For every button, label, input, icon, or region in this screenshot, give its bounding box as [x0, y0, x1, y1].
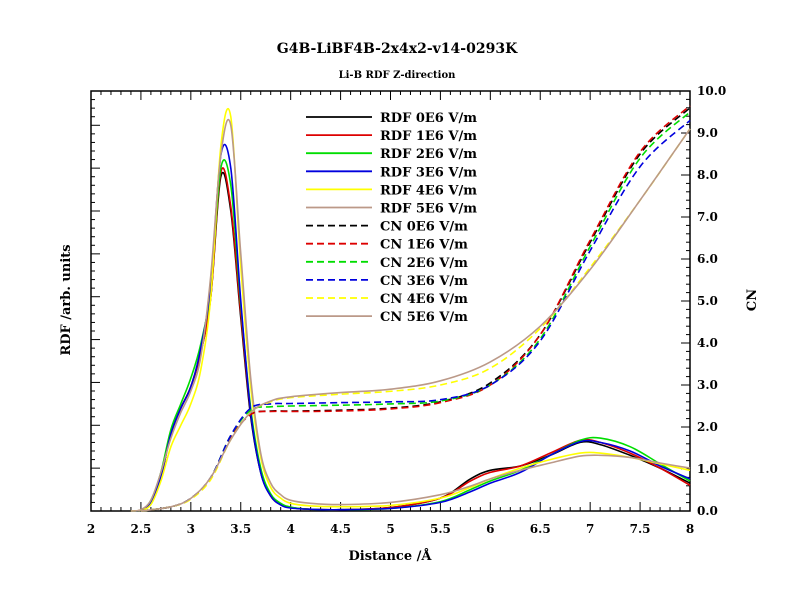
legend-label-cn-0e6-v-m: CN 0E6 V/m — [380, 220, 468, 235]
x-axis-label: Distance /Å — [349, 548, 433, 564]
legend-label-cn-1e6-v-m: CN 1E6 V/m — [380, 238, 468, 253]
legend-label-rdf-5e6-v-m: RDF 5E6 V/m — [380, 202, 477, 217]
x-tick-label: 3.5 — [230, 522, 251, 536]
x-tick-label: 7 — [586, 522, 594, 536]
x-tick-label: 5 — [386, 522, 394, 536]
legend-label-rdf-0e6-v-m: RDF 0E6 V/m — [380, 111, 477, 126]
y2-tick-label: 10.0 — [697, 84, 726, 98]
y2-tick-label: 6.0 — [697, 252, 718, 266]
y2-tick-label: 9.0 — [697, 126, 718, 140]
legend-label-rdf-3e6-v-m: RDF 3E6 V/m — [380, 165, 477, 180]
series-line-rdf-5e6-v-m — [130, 118, 691, 512]
x-tick-label: 6 — [486, 522, 494, 536]
series-line-rdf-4e6-v-m — [130, 108, 691, 512]
chart-subtitle: Li-B RDF Z-direction — [339, 70, 457, 81]
y2-tick-label: 8.0 — [697, 168, 718, 182]
x-tick-label: 5.5 — [430, 522, 451, 536]
legend-label-rdf-1e6-v-m: RDF 1E6 V/m — [380, 129, 477, 144]
x-tick-label: 6.5 — [530, 522, 551, 536]
x-tick-label: 7.5 — [630, 522, 651, 536]
y2-axis-label: CN — [745, 289, 760, 311]
y2-tick-label: 4.0 — [697, 336, 718, 350]
legend-label-rdf-2e6-v-m: RDF 2E6 V/m — [380, 147, 477, 162]
y-axis-label: RDF /arb. units — [59, 244, 74, 355]
legend-label-cn-2e6-v-m: CN 2E6 V/m — [380, 256, 468, 271]
plot-area: 2 2.5 3 3.5 4 4.5 5 5.5 6 6.5 7 7.5 80.0 1.0 2.0 3.0 4.0… — [87, 84, 726, 536]
legend-label-rdf-4e6-v-m: RDF 4E6 V/m — [380, 183, 477, 198]
y2-tick-label: 2.0 — [697, 420, 718, 434]
series-line-cn-5e6-v-m — [140, 128, 691, 512]
y2-tick-label: 7.0 — [697, 210, 718, 224]
y2-tick-label: 5.0 — [697, 294, 718, 308]
legend-label-cn-5e6-v-m: CN 5E6 V/m — [380, 310, 468, 325]
y2-tick-label: 3.0 — [697, 378, 718, 392]
legend-label-cn-4e6-v-m: CN 4E6 V/m — [380, 292, 468, 307]
x-tick-label: 3 — [187, 522, 195, 536]
y2-tick-label: 1.0 — [697, 462, 718, 476]
x-tick-label: 4.5 — [330, 522, 351, 536]
x-tick-label: 8 — [686, 522, 694, 536]
chart-title: G4B-LiBF4B-2x4x2-v14-0293K — [277, 41, 518, 57]
series-line-cn-4e6-v-m — [140, 128, 691, 512]
x-tick-label: 2 — [87, 522, 95, 536]
series-line-rdf-3e6-v-m — [130, 143, 691, 512]
x-tick-label: 4 — [286, 522, 294, 536]
legend-label-cn-3e6-v-m: CN 3E6 V/m — [380, 274, 468, 289]
x-tick-label: 2.5 — [130, 522, 151, 536]
y2-tick-label: 0.0 — [697, 504, 718, 518]
